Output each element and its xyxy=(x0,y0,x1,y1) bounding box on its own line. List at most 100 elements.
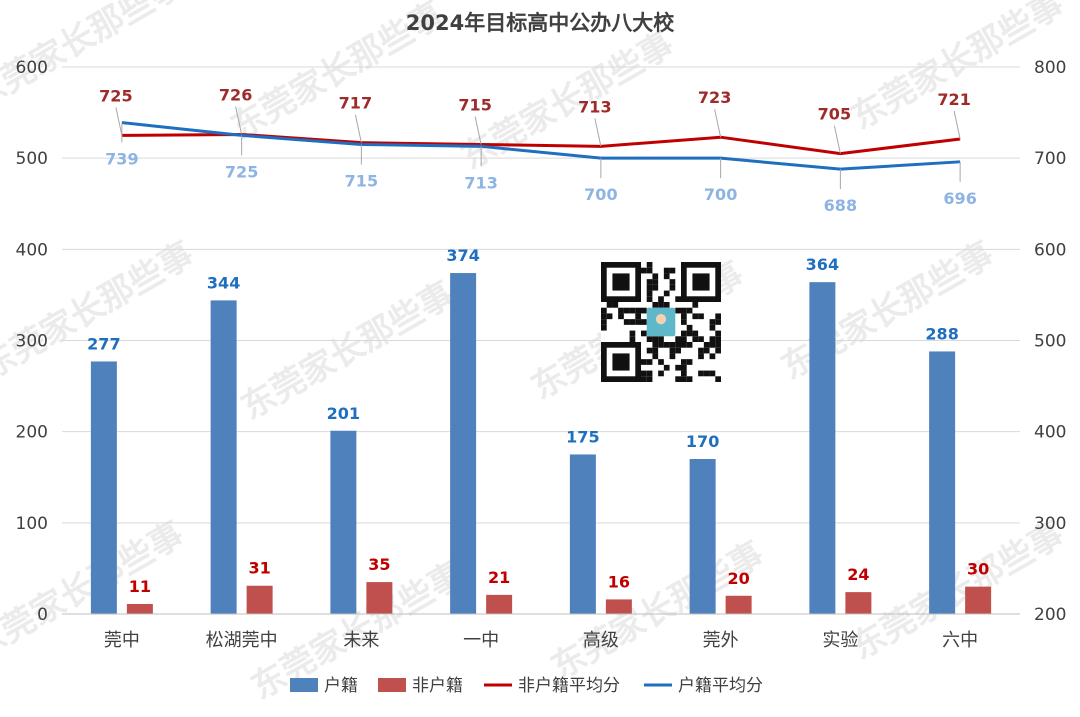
line-data-label: 721 xyxy=(937,90,970,109)
line-data-label: 715 xyxy=(345,171,378,190)
line-data-label: 688 xyxy=(824,196,857,215)
bar-非户籍 xyxy=(965,586,992,614)
qr-module xyxy=(652,279,659,285)
bar-户籍 xyxy=(809,282,836,614)
qr-module xyxy=(641,330,647,337)
qr-module xyxy=(646,296,653,302)
qr-module xyxy=(681,307,687,314)
legend-item: 非户籍 xyxy=(378,676,463,696)
legend-label: 户籍 xyxy=(324,676,358,696)
legend-item: 户籍平均分 xyxy=(644,676,763,696)
qr-module xyxy=(652,347,659,354)
qr-module xyxy=(681,342,687,348)
bars-layer xyxy=(90,273,992,614)
qr-module xyxy=(709,353,716,360)
qr-module xyxy=(681,370,687,377)
qr-module xyxy=(669,353,676,360)
qr-module xyxy=(618,313,624,320)
qr-module xyxy=(715,330,721,337)
bar-户籍 xyxy=(450,273,477,614)
qr-module xyxy=(669,347,676,354)
qr-module xyxy=(623,319,630,325)
line-data-label: 723 xyxy=(698,88,731,107)
line-data-label: 739 xyxy=(105,150,138,169)
qr-module xyxy=(709,370,716,377)
qr-module xyxy=(658,342,664,348)
qr-module xyxy=(715,347,721,354)
qr-module xyxy=(658,370,664,377)
qr-module xyxy=(663,267,670,274)
qr-module xyxy=(669,279,676,285)
bar-data-label: 30 xyxy=(967,560,989,579)
bar-data-label: 170 xyxy=(686,432,719,451)
left-axis-tick-label: 300 xyxy=(16,332,48,352)
line-data-label: 715 xyxy=(458,95,491,114)
qr-module xyxy=(641,267,647,274)
bar-非户籍 xyxy=(486,594,513,614)
qr-module xyxy=(663,273,670,280)
bar-data-label: 21 xyxy=(488,568,510,587)
qr-module xyxy=(715,376,721,382)
right-axis-tick-label: 300 xyxy=(1034,514,1066,534)
qr-module xyxy=(612,302,619,308)
qr-module xyxy=(641,359,647,365)
qr-module xyxy=(681,359,687,365)
x-axis-category-label: 松湖莞中 xyxy=(206,630,278,651)
data-labels-layer: 277 344 201 374 175 170 364 288 11 31 35 21 16 20 24 30… xyxy=(87,85,989,596)
qr-module xyxy=(669,342,676,348)
qr-module xyxy=(686,376,693,382)
qr-module xyxy=(646,376,653,382)
qr-module xyxy=(669,284,676,291)
qr-module xyxy=(681,376,687,382)
qr-module xyxy=(618,307,624,314)
bar-data-label: 277 xyxy=(87,334,120,353)
qr-module xyxy=(658,359,664,365)
bar-data-label: 31 xyxy=(248,559,270,578)
qr-module xyxy=(692,313,699,320)
qr-module xyxy=(686,307,693,314)
qr-module xyxy=(658,302,664,308)
qr-module xyxy=(681,319,687,325)
qr-module xyxy=(709,336,716,342)
qr-module xyxy=(652,273,659,280)
qr-module xyxy=(652,353,659,360)
bar-data-label: 20 xyxy=(727,569,749,588)
legend-label: 非户籍平均分 xyxy=(518,676,620,696)
bar-非户籍 xyxy=(725,595,752,614)
qr-module xyxy=(629,336,636,342)
x-axis-category-label: 一中 xyxy=(463,630,499,651)
legend-label: 户籍平均分 xyxy=(678,676,763,696)
bar-非户籍 xyxy=(126,603,153,614)
right-axis-tick-label: 400 xyxy=(1034,423,1066,443)
qr-module xyxy=(703,370,710,377)
qr-module xyxy=(623,307,630,314)
bar-data-label: 35 xyxy=(368,555,390,574)
leader-line xyxy=(594,118,602,147)
right-axis-tick-label: 800 xyxy=(1034,58,1066,78)
qr-module xyxy=(646,290,653,297)
qr-module xyxy=(646,279,653,285)
legend-item: 户籍 xyxy=(290,676,358,696)
bar-户籍 xyxy=(689,459,716,614)
qr-module xyxy=(635,307,641,314)
line-data-label: 700 xyxy=(584,185,617,204)
qr-module xyxy=(646,262,653,268)
qr-module xyxy=(646,370,653,377)
qr-module xyxy=(641,376,647,382)
qr-module xyxy=(646,267,653,274)
qr-module xyxy=(652,284,659,291)
qr-module xyxy=(646,336,653,342)
qr-module xyxy=(698,336,704,342)
qr-module xyxy=(675,364,681,371)
qr-logo-face xyxy=(655,314,667,325)
leader-line xyxy=(714,109,722,138)
x-axis-category-label: 莞中 xyxy=(104,630,140,651)
qr-module xyxy=(675,347,681,354)
qr-module xyxy=(646,347,653,354)
legend-item: 非户籍平均分 xyxy=(484,676,620,696)
qr-module xyxy=(681,313,687,320)
qr-module xyxy=(675,307,681,314)
bar-非户籍 xyxy=(246,585,273,614)
leader-line xyxy=(833,125,841,154)
qr-module xyxy=(675,376,681,382)
